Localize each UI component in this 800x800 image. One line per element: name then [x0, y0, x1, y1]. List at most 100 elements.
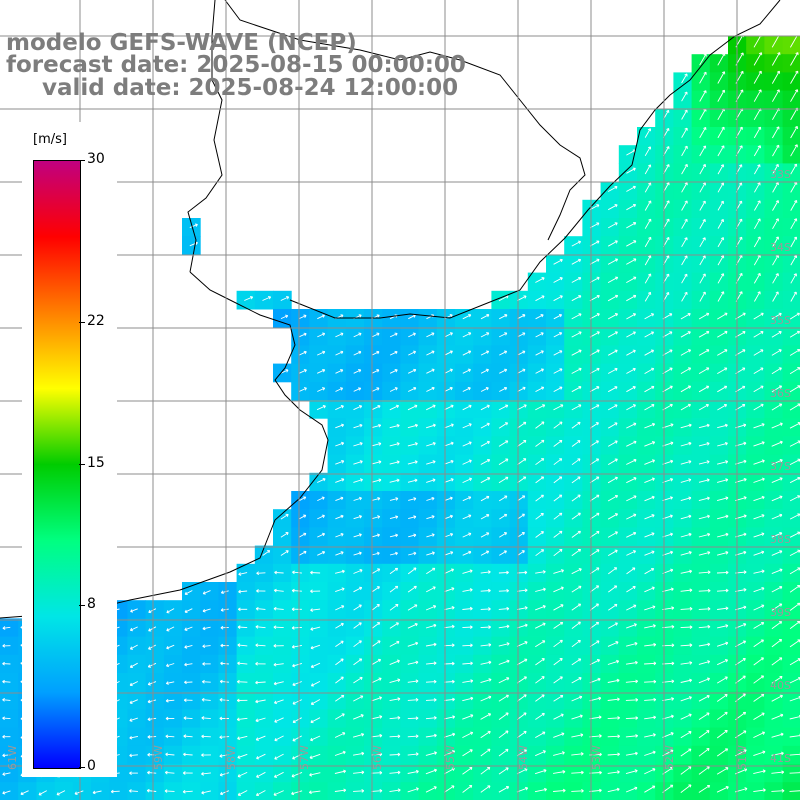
wind-arrow — [698, 748, 710, 757]
wind-arrow — [129, 789, 138, 793]
wind-arrow — [389, 734, 401, 739]
wind-arrow — [184, 680, 193, 685]
wind-arrow — [771, 603, 783, 611]
wind-arrow — [353, 695, 364, 702]
wind-arrow — [444, 679, 455, 684]
wind-arrow — [644, 495, 655, 502]
wind-arrow — [371, 640, 381, 648]
wind-arrow — [407, 769, 419, 774]
wind-arrow — [644, 313, 655, 320]
wind-arrow — [699, 291, 706, 302]
wind-arrow — [716, 748, 729, 757]
wind-arrow — [353, 387, 362, 392]
wind-arrow — [2, 772, 11, 776]
wind-arrow — [753, 367, 764, 374]
wind-arrow — [407, 641, 419, 647]
wind-arrow — [626, 222, 637, 229]
wind-arrow — [335, 640, 344, 647]
wind-arrow — [607, 752, 620, 757]
wind-arrow — [408, 314, 416, 320]
wind-arrow — [644, 422, 656, 429]
wind-arrow — [353, 676, 363, 684]
wind-arrow — [292, 717, 302, 724]
wind-arrow — [571, 295, 582, 302]
wind-arrow — [237, 735, 248, 741]
wind-arrow — [535, 640, 546, 648]
wind-arrow — [771, 639, 783, 648]
wind-arrow — [771, 52, 781, 66]
wind-arrow — [408, 551, 417, 556]
wind-arrow — [607, 476, 618, 484]
wind-arrow — [353, 568, 363, 574]
wind-arrow — [771, 732, 784, 738]
wind-arrow — [716, 711, 728, 721]
wind-arrow — [589, 752, 602, 757]
wind-arrow — [426, 350, 435, 356]
wind-arrow — [790, 273, 797, 284]
wind-arrow — [426, 533, 435, 538]
wind-arrow — [571, 240, 581, 247]
wind-arrow — [130, 626, 138, 632]
wind-arrow — [165, 681, 175, 685]
wind-arrow — [680, 696, 692, 702]
wind-arrow — [389, 368, 398, 374]
wind-arrow — [280, 550, 289, 556]
wind-arrow — [644, 182, 652, 193]
wind-arrow — [317, 477, 326, 483]
wind-arrow — [280, 314, 289, 320]
wind-arrow — [202, 590, 211, 595]
wind-arrow — [480, 368, 489, 374]
wind-arrow — [38, 790, 48, 796]
wind-arrow — [717, 423, 728, 429]
wind-arrow — [498, 642, 510, 647]
wind-arrow — [2, 753, 11, 758]
wind-arrow — [2, 643, 11, 648]
wind-arrow — [462, 696, 474, 702]
wind-arrow — [353, 586, 363, 593]
wind-arrow — [273, 662, 284, 667]
wind-arrow — [589, 367, 600, 374]
wind-arrow — [166, 626, 175, 632]
colorbar-tick-mark — [79, 321, 85, 323]
wind-arrow — [589, 585, 600, 593]
colorbar-tick-label: 0 — [87, 758, 96, 774]
wind-arrow — [389, 678, 401, 684]
wind-arrow — [698, 403, 709, 411]
wind-arrow — [626, 185, 636, 192]
wind-arrow — [389, 697, 401, 702]
wind-arrow — [499, 368, 508, 374]
wind-arrow — [716, 532, 729, 538]
wind-arrow — [644, 200, 652, 211]
wind-arrow — [607, 258, 618, 265]
wind-arrow — [129, 753, 138, 758]
wind-arrow — [626, 550, 636, 556]
wind-arrow — [389, 788, 401, 793]
wind-arrow — [680, 731, 692, 739]
wind-arrow — [626, 404, 636, 411]
wind-arrow — [498, 730, 509, 739]
wind-arrow — [699, 182, 706, 193]
wind-arrow — [717, 403, 728, 411]
wind-arrow — [480, 695, 492, 702]
wind-arrow — [353, 770, 365, 775]
wind-arrow — [771, 477, 783, 484]
wind-arrow — [698, 367, 710, 374]
wind-arrow — [753, 514, 765, 520]
wind-arrow — [262, 295, 272, 301]
wind-arrow — [753, 312, 764, 320]
latitude-label: 33S — [770, 168, 791, 181]
wind-arrow — [498, 570, 509, 575]
wind-arrow — [771, 657, 783, 666]
wind-arrow — [335, 676, 344, 684]
wind-arrow — [753, 89, 762, 102]
wind-arrow — [353, 789, 365, 793]
wind-arrow — [148, 608, 157, 614]
wind-arrow — [516, 786, 529, 793]
colorbar-tick-mark — [79, 160, 85, 161]
wind-arrow — [571, 585, 582, 593]
wind-arrow — [607, 422, 618, 429]
wind-arrow — [353, 533, 362, 538]
wind-arrow — [553, 332, 563, 338]
wind-arrow — [717, 385, 728, 393]
